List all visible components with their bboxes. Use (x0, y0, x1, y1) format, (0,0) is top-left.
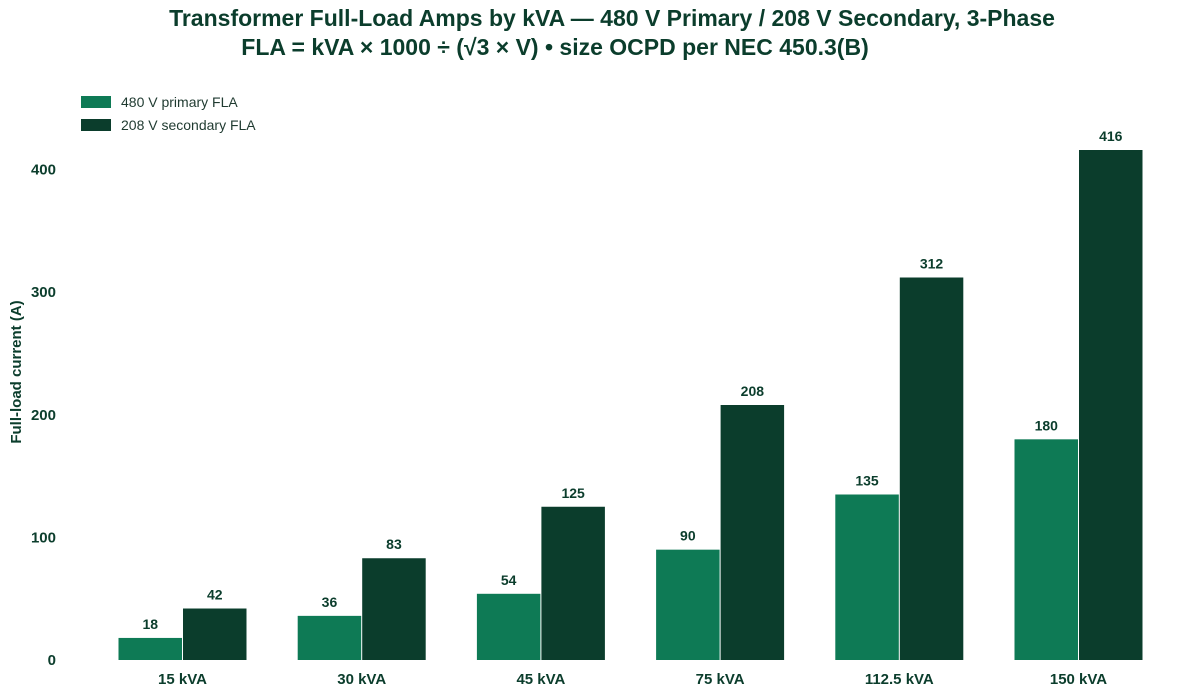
y-tick-label: 400 (31, 162, 56, 179)
bar-value-label: 54 (501, 572, 517, 588)
y-tick-label: 0 (48, 652, 56, 669)
x-tick-label: 75 kVA (696, 671, 745, 688)
bar-primary (656, 549, 720, 660)
chart-title: Transformer Full-Load Amps by kVA — 480 … (169, 5, 1055, 31)
bar-secondary (1079, 150, 1143, 660)
legend: 480 V primary FLA 208 V secondary FLA (81, 94, 256, 133)
bar-value-label: 18 (142, 616, 158, 632)
bar-value-label: 42 (207, 587, 223, 603)
bar-secondary (362, 558, 426, 660)
bars: 18 42 36 83 54 125 90 208 135 312 180 416 (118, 128, 1143, 660)
x-tick-label: 15 kVA (158, 671, 207, 688)
bar-secondary (541, 506, 605, 660)
bar-primary (118, 637, 182, 660)
legend-label: 208 V secondary FLA (121, 117, 256, 133)
x-tick-label: 45 kVA (516, 671, 565, 688)
legend-label: 480 V primary FLA (121, 94, 238, 110)
y-axis-label: Full-load current (A) (8, 300, 25, 443)
bar-primary (297, 615, 362, 660)
bar-value-label: 208 (741, 383, 765, 399)
bar-value-label: 135 (855, 472, 879, 488)
bar-secondary (720, 405, 785, 660)
legend-swatch (81, 119, 111, 131)
bar-primary (835, 494, 899, 660)
bar-value-label: 180 (1035, 417, 1059, 433)
bar-value-label: 83 (386, 536, 402, 552)
bar-secondary (183, 608, 247, 660)
chart-subtitle: FLA = kVA × 1000 ÷ (√3 × V) • size OCPD … (241, 34, 868, 60)
y-tick-label: 200 (31, 407, 56, 424)
bar-secondary (899, 277, 964, 660)
bar-primary (476, 593, 541, 660)
y-axis-ticks: 0 100 200 300 400 (31, 162, 56, 669)
bar-value-label: 125 (561, 485, 585, 501)
x-tick-label: 150 kVA (1050, 671, 1107, 688)
bar-value-label: 90 (680, 528, 696, 544)
y-tick-label: 100 (31, 529, 56, 546)
legend-swatch (81, 96, 111, 108)
x-axis-ticks: 15 kVA 30 kVA 45 kVA 75 kVA 112.5 kVA 150 kVA (158, 671, 1107, 688)
bar-value-label: 312 (920, 256, 944, 272)
y-tick-label: 300 (31, 284, 56, 301)
x-tick-label: 112.5 kVA (865, 671, 934, 688)
bar-primary (1014, 439, 1078, 660)
bar-value-label: 416 (1099, 128, 1123, 144)
bar-value-label: 36 (322, 594, 338, 610)
x-tick-label: 30 kVA (337, 671, 386, 688)
